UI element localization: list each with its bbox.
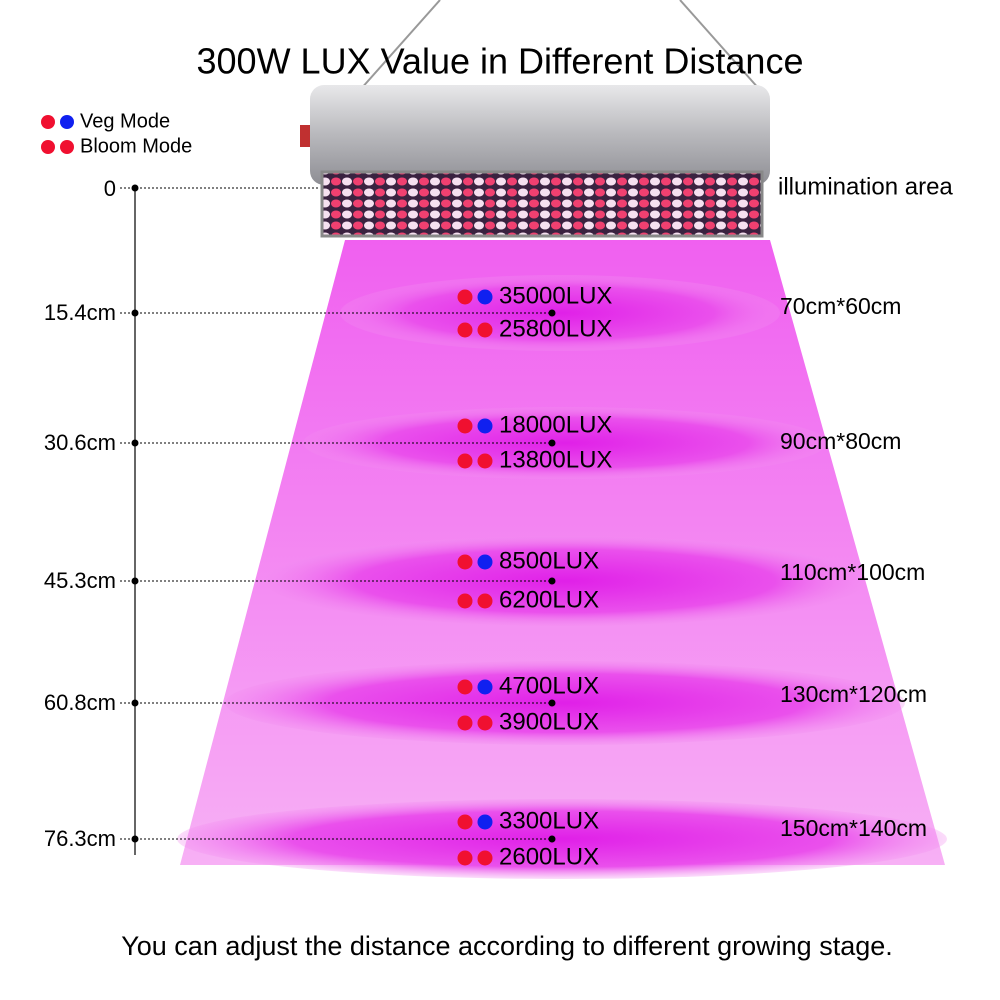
distance-label: 0 — [104, 176, 116, 201]
veg-dot — [477, 679, 493, 695]
legend-bloom: Bloom Mode — [80, 135, 192, 157]
lamp-body — [310, 85, 770, 185]
area-label: 130cm*120cm — [780, 681, 927, 707]
distance-label: 60.8cm — [44, 690, 116, 715]
footer: You can adjust the distance according to… — [121, 931, 893, 961]
bloom-dot — [457, 715, 473, 731]
area-header: illumination area — [778, 173, 953, 200]
veg-lux: 4700LUX — [499, 672, 599, 699]
veg-dot — [457, 289, 473, 305]
light-ellipse — [225, 661, 905, 745]
distance-label: 15.4cm — [44, 300, 116, 325]
bloom-dot — [457, 453, 473, 469]
center-dot — [548, 577, 556, 585]
bloom-dot — [457, 850, 473, 866]
veg-dot — [457, 418, 473, 434]
bloom-lux: 25800LUX — [499, 315, 612, 342]
bloom-dot — [457, 593, 473, 609]
legend-dot — [60, 140, 74, 154]
veg-dot — [477, 289, 493, 305]
area-label: 70cm*60cm — [780, 293, 901, 319]
veg-dot — [457, 554, 473, 570]
veg-lux: 35000LUX — [499, 282, 612, 309]
legend-dot — [60, 115, 74, 129]
bloom-lux: 2600LUX — [499, 843, 599, 870]
light-ellipse — [303, 407, 827, 479]
distance-label: 45.3cm — [44, 568, 116, 593]
axis-dot — [131, 439, 139, 447]
axis-dot — [131, 835, 139, 843]
bloom-lux: 13800LUX — [499, 446, 612, 473]
light-ellipse — [340, 275, 780, 351]
bloom-dot — [477, 850, 493, 866]
legend-veg: Veg Mode — [80, 110, 170, 132]
wire — [359, 0, 441, 91]
axis-dot — [131, 309, 139, 317]
area-label: 90cm*80cm — [780, 428, 901, 454]
center-dot — [548, 439, 556, 447]
axis-dot — [131, 577, 139, 585]
legend-dot — [41, 115, 55, 129]
bloom-dot — [477, 593, 493, 609]
veg-lux: 8500LUX — [499, 547, 599, 574]
axis-dot — [131, 699, 139, 707]
lamp-switch — [300, 125, 310, 147]
veg-dot — [477, 554, 493, 570]
veg-dot — [457, 814, 473, 830]
bloom-dot — [477, 453, 493, 469]
area-label: 150cm*140cm — [780, 815, 927, 841]
axis-dot — [131, 184, 139, 192]
veg-dot — [457, 679, 473, 695]
center-dot — [548, 309, 556, 317]
bloom-dot — [457, 322, 473, 338]
title: 300W LUX Value in Different Distance — [197, 41, 804, 82]
legend-dot — [41, 140, 55, 154]
bloom-dot — [477, 322, 493, 338]
distance-label: 76.3cm — [44, 826, 116, 851]
bloom-dot — [477, 715, 493, 731]
center-dot — [548, 699, 556, 707]
center-dot — [548, 835, 556, 843]
bloom-lux: 6200LUX — [499, 586, 599, 613]
light-ellipse — [177, 799, 947, 879]
distance-label: 30.6cm — [44, 430, 116, 455]
light-ellipse — [265, 536, 865, 626]
area-label: 110cm*100cm — [780, 559, 925, 585]
bloom-lux: 3900LUX — [499, 708, 599, 735]
veg-dot — [477, 418, 493, 434]
veg-lux: 3300LUX — [499, 807, 599, 834]
veg-lux: 18000LUX — [499, 411, 612, 438]
led-panel — [320, 170, 764, 238]
veg-dot — [477, 814, 493, 830]
wire — [679, 0, 761, 91]
